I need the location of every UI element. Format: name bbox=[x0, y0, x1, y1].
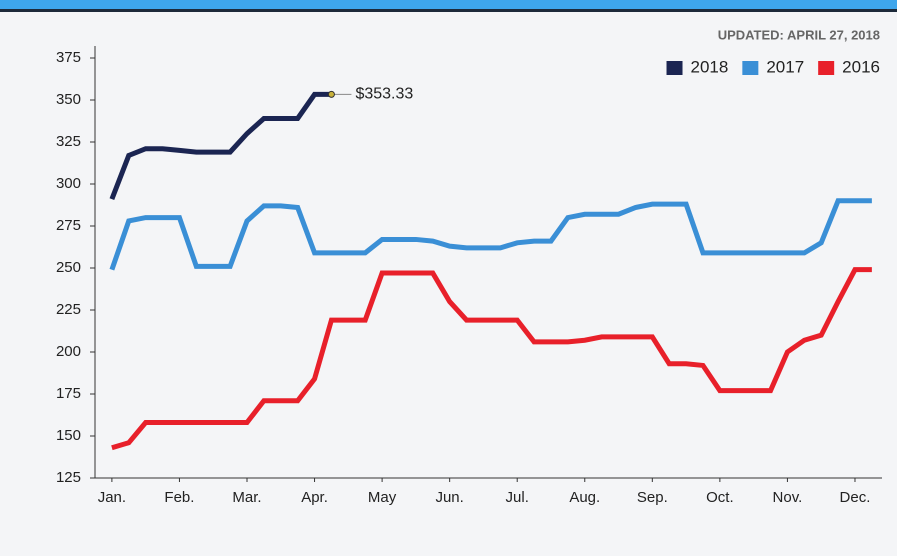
x-tick-label: Jan. bbox=[98, 489, 126, 506]
y-tick-label: 300 bbox=[56, 175, 81, 192]
y-tick-label: 325 bbox=[56, 133, 81, 150]
y-tick-label: 375 bbox=[56, 49, 81, 66]
x-tick-label: Sep. bbox=[637, 489, 668, 506]
x-tick-label: Feb. bbox=[164, 489, 194, 506]
point-marker bbox=[327, 90, 335, 98]
x-tick-label: Apr. bbox=[301, 489, 328, 506]
legend-swatch bbox=[742, 61, 759, 75]
y-tick-label: 250 bbox=[56, 259, 81, 276]
y-tick-label: 225 bbox=[56, 301, 81, 318]
legend-label: 2018 bbox=[691, 57, 729, 76]
x-tick-label: May bbox=[368, 489, 397, 506]
top-band bbox=[0, 0, 897, 9]
y-tick-label: 175 bbox=[56, 385, 81, 402]
legend-swatch bbox=[666, 61, 683, 75]
subtitle: UPDATED: APRIL 27, 2018 bbox=[718, 27, 880, 42]
x-tick-label: Jun. bbox=[435, 489, 463, 506]
series-line bbox=[111, 267, 872, 451]
x-tick-label: Nov. bbox=[773, 489, 803, 506]
series-line bbox=[109, 91, 332, 201]
x-tick-label: Oct. bbox=[706, 489, 734, 506]
x-tick-label: Dec. bbox=[840, 489, 871, 506]
series-line bbox=[109, 198, 872, 271]
legend-label: 2016 bbox=[842, 57, 880, 76]
x-tick-label: Jul. bbox=[506, 489, 529, 506]
x-tick-label: Aug. bbox=[569, 489, 600, 506]
x-tick-label: Mar. bbox=[232, 489, 261, 506]
value-label: $353.33 bbox=[355, 86, 413, 103]
y-tick-label: 200 bbox=[56, 343, 81, 360]
legend-swatch bbox=[818, 61, 835, 75]
y-tick-label: 275 bbox=[56, 217, 81, 234]
y-tick-label: 150 bbox=[56, 427, 81, 444]
y-tick-label: 350 bbox=[56, 91, 81, 108]
legend-label: 2017 bbox=[766, 57, 804, 76]
top-rule bbox=[0, 9, 897, 12]
y-tick-label: 125 bbox=[56, 469, 81, 486]
